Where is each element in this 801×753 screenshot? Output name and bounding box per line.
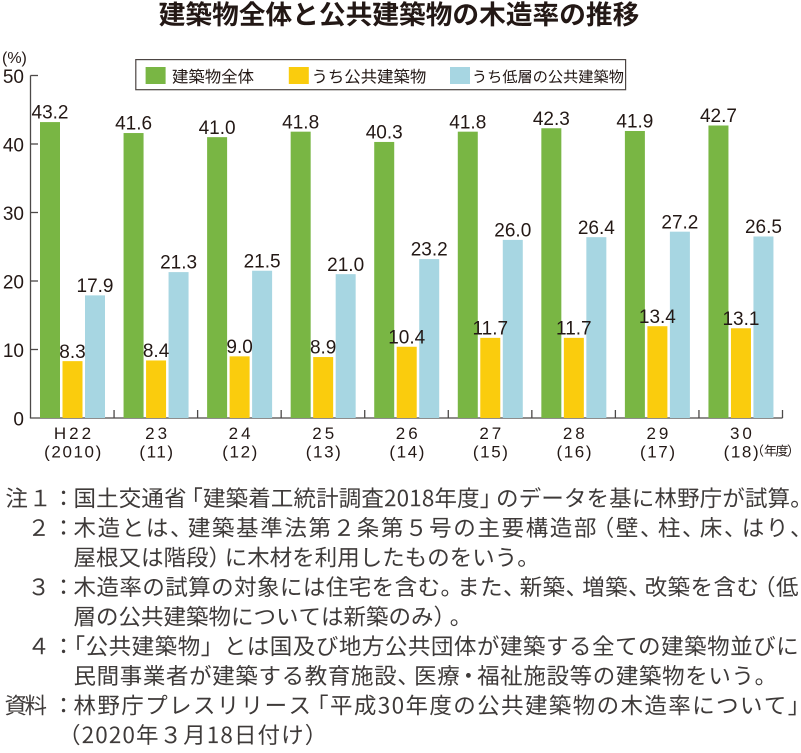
svg-text:21.5: 21.5	[244, 251, 281, 272]
svg-text:42.7: 42.7	[700, 106, 737, 127]
svg-text:8.4: 8.4	[143, 341, 170, 362]
svg-text:(11): (11)	[139, 442, 174, 461]
svg-text:41.8: 41.8	[282, 112, 319, 133]
svg-text:10: 10	[3, 341, 24, 362]
svg-text:41.9: 41.9	[616, 112, 653, 133]
svg-text:30: 30	[3, 204, 24, 225]
svg-text:20: 20	[3, 272, 24, 293]
svg-text:30: 30	[730, 424, 755, 443]
svg-text:8.3: 8.3	[59, 342, 85, 363]
svg-text:21.0: 21.0	[327, 255, 364, 276]
svg-text:17.9: 17.9	[77, 276, 114, 297]
svg-text:13.4: 13.4	[639, 307, 676, 328]
svg-text:25: 25	[312, 424, 337, 443]
svg-text:23: 23	[145, 424, 170, 443]
svg-text:(12): (12)	[222, 442, 259, 461]
svg-text:28: 28	[563, 424, 588, 443]
svg-text:50: 50	[3, 67, 24, 88]
svg-text:23.2: 23.2	[411, 240, 448, 261]
svg-text:41.0: 41.0	[199, 118, 236, 139]
svg-text:(17): (17)	[640, 442, 677, 461]
svg-text:26.5: 26.5	[745, 217, 782, 238]
svg-text:11.7: 11.7	[472, 318, 508, 339]
svg-text:0: 0	[13, 409, 24, 430]
svg-text:8.9: 8.9	[310, 338, 336, 359]
svg-text:(2010): (2010)	[44, 442, 103, 461]
svg-text:(%): (%)	[2, 50, 27, 67]
svg-text:13.1: 13.1	[722, 309, 759, 330]
svg-text:27.2: 27.2	[661, 212, 698, 233]
svg-text:41.8: 41.8	[449, 112, 486, 133]
svg-text:41.6: 41.6	[115, 114, 152, 135]
svg-text:(18): (18)	[724, 442, 761, 461]
svg-text:42.3: 42.3	[533, 109, 570, 130]
svg-text:29: 29	[646, 424, 671, 443]
svg-text:9.0: 9.0	[226, 337, 252, 358]
svg-text:11.7: 11.7	[556, 318, 592, 339]
svg-text:40.3: 40.3	[366, 123, 403, 144]
svg-text:21.3: 21.3	[160, 253, 197, 274]
svg-text:(13): (13)	[306, 442, 343, 461]
svg-text:10.4: 10.4	[388, 327, 425, 348]
svg-text:27: 27	[479, 424, 504, 443]
svg-text:26: 26	[396, 424, 421, 443]
svg-text:(16): (16)	[556, 442, 593, 461]
svg-text:H22: H22	[54, 424, 94, 443]
svg-text:24: 24	[229, 424, 254, 443]
svg-text:(14): (14)	[389, 442, 426, 461]
svg-text:(15): (15)	[473, 442, 510, 461]
svg-text:43.2: 43.2	[32, 103, 69, 124]
svg-text:40: 40	[3, 135, 24, 156]
svg-text:26.4: 26.4	[578, 218, 615, 239]
svg-text:26.0: 26.0	[494, 221, 531, 242]
